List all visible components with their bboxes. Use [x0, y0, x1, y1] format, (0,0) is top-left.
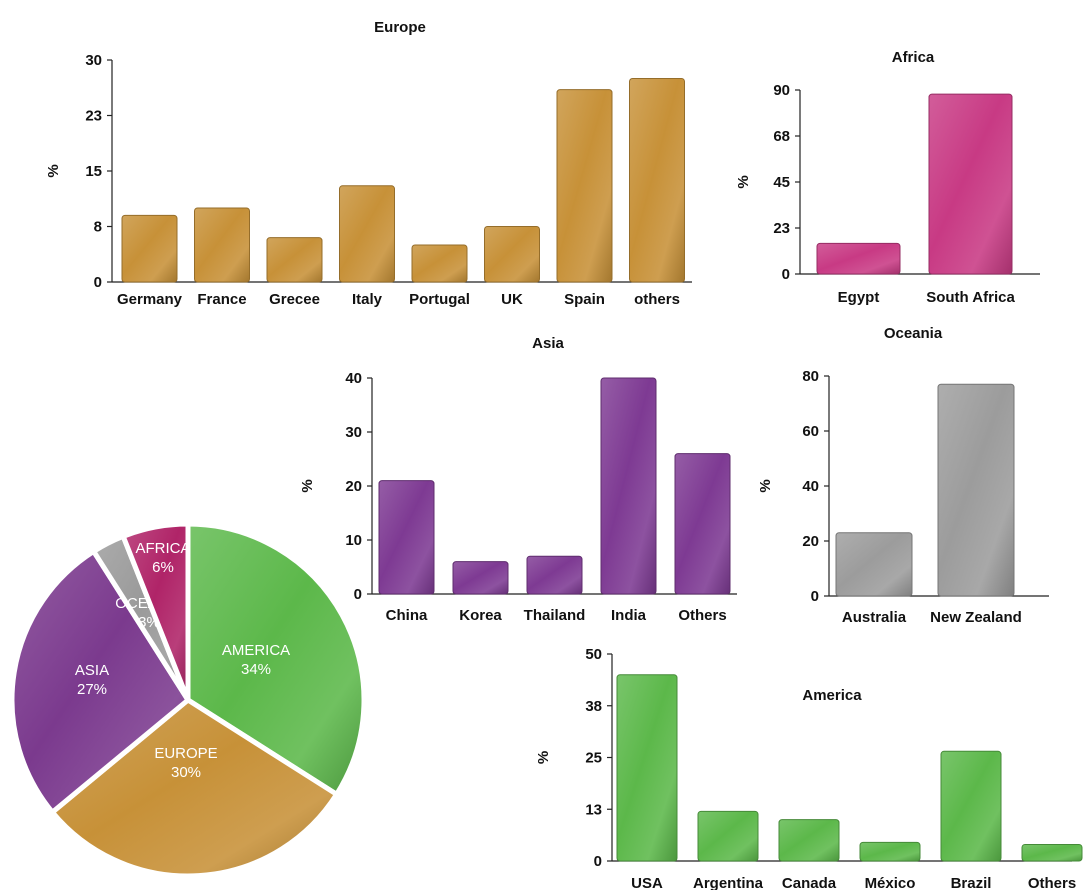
pie-value-america: 34%	[241, 661, 271, 678]
europe-bar-others	[629, 78, 685, 283]
america-bar-brazil	[940, 750, 1002, 862]
america-category-label: México	[865, 875, 916, 890]
america-y-tick-label: 13	[585, 801, 602, 818]
asia-y-tick-label: 40	[345, 370, 362, 387]
oceania-y-tick-label: 40	[802, 478, 819, 495]
africa-category-label: South Africa	[926, 289, 1015, 306]
asia-bar-korea	[452, 561, 509, 595]
africa-bar-south-africa	[928, 93, 1013, 275]
asia-category-label: Others	[678, 607, 726, 624]
oceania-bar-australia	[835, 532, 913, 597]
europe-bar-spain	[556, 89, 613, 283]
europe-y-tick-label: 0	[94, 274, 102, 291]
africa-y-tick-label: 0	[782, 266, 790, 283]
africa-bar-chart: Africa% 0 23 45 68 90 Egypt South Africa	[735, 49, 1040, 306]
europe-y-tick-label: 15	[85, 163, 102, 180]
oceania-category-label: Australia	[842, 609, 907, 626]
america-category-label: Brazil	[951, 875, 992, 890]
pie-label-asia: ASIA	[75, 662, 109, 679]
oceania-y-tick-label: 80	[802, 368, 819, 385]
europe-chart-title: Europe	[374, 19, 426, 36]
oceania-category-label: New Zealand	[930, 609, 1022, 626]
america-bar-méxico	[859, 841, 921, 862]
continent-pie-chart: AMERICA34%EUROPE30%ASIA27%OCEANIA3%AFRIC…	[9, 521, 367, 879]
america-y-tick-label: 25	[585, 750, 602, 767]
pie-value-europe: 30%	[171, 764, 201, 781]
europe-category-label: UK	[501, 291, 523, 308]
europe-category-label: Portugal	[409, 291, 470, 308]
america-category-label: Argentina	[693, 875, 764, 890]
pie-slice-asia	[9, 547, 192, 816]
america-y-axis-label: %	[535, 751, 552, 764]
asia-bar-others	[674, 453, 731, 595]
europe-y-tick-label: 30	[85, 52, 102, 69]
pie-label-america: AMERICA	[222, 642, 290, 659]
africa-y-axis-label: %	[735, 175, 752, 188]
asia-y-axis-label: %	[299, 479, 316, 492]
america-bar-chart: America% 0 13 25 38 50 USA Argentina Canada Méxic…	[535, 646, 1083, 890]
oceania-bar-new-zealand	[937, 383, 1015, 597]
africa-y-tick-label: 90	[773, 82, 790, 99]
africa-category-label: Egypt	[838, 289, 880, 306]
europe-y-tick-label: 8	[94, 219, 102, 236]
asia-category-label: India	[611, 607, 647, 624]
oceania-y-tick-label: 0	[811, 588, 819, 605]
europe-bar-italy	[339, 185, 395, 283]
pie-slice-europe	[48, 696, 341, 879]
asia-category-label: China	[386, 607, 428, 624]
america-category-label: USA	[631, 875, 663, 890]
america-y-tick-label: 50	[585, 646, 602, 663]
pie-label-europe: EUROPE	[154, 745, 217, 762]
asia-bar-chart: Asia% 0 10 20 30 40 China Korea Thailand India Oth…	[299, 335, 737, 624]
europe-y-axis-label: %	[45, 164, 62, 177]
africa-chart-title: Africa	[892, 49, 935, 66]
america-chart-title: America	[802, 687, 862, 704]
europe-category-label: Italy	[352, 291, 383, 308]
asia-bar-thailand	[526, 555, 583, 595]
europe-category-label: France	[197, 291, 246, 308]
pie-slice-africa	[119, 521, 191, 701]
europe-bar-france	[194, 207, 250, 283]
oceania-y-tick-label: 20	[802, 533, 819, 550]
europe-category-label: Grecee	[269, 291, 320, 308]
europe-bar-germany	[121, 214, 178, 283]
africa-y-tick-label: 68	[773, 128, 790, 145]
europe-bar-chart: Europe% 0 8 15 23 30 Germany France Grecee Italy P…	[45, 19, 692, 308]
asia-chart-title: Asia	[532, 335, 564, 352]
pie-label-africa: AFRICA	[135, 540, 190, 557]
asia-y-tick-label: 30	[345, 424, 362, 441]
oceania-bar-chart: Oceania% 0 20 40 60 80 Australia New Zealand	[757, 325, 1049, 626]
europe-bar-grecee	[266, 237, 323, 283]
africa-y-tick-label: 45	[773, 174, 790, 191]
asia-category-label: Thailand	[524, 607, 586, 624]
asia-bar-india	[600, 377, 657, 595]
asia-bar-china	[378, 480, 435, 595]
oceania-y-axis-label: %	[757, 479, 774, 492]
europe-category-label: Germany	[117, 291, 183, 308]
oceania-y-tick-label: 60	[802, 423, 819, 440]
america-category-label: Canada	[782, 875, 837, 890]
africa-y-tick-label: 23	[773, 220, 790, 237]
europe-bar-portugal	[411, 244, 468, 283]
america-y-tick-label: 38	[585, 698, 602, 715]
america-category-label: Others	[1028, 875, 1076, 890]
asia-y-tick-label: 10	[345, 532, 362, 549]
asia-y-tick-label: 0	[354, 586, 362, 603]
europe-bar-uk	[484, 226, 540, 283]
europe-category-label: others	[634, 291, 680, 308]
america-bar-argentina	[697, 810, 759, 862]
pie-value-asia: 27%	[77, 681, 107, 698]
asia-category-label: Korea	[459, 607, 502, 624]
asia-y-tick-label: 20	[345, 478, 362, 495]
europe-y-tick-label: 23	[85, 108, 102, 125]
europe-category-label: Spain	[564, 291, 605, 308]
america-bar-canada	[778, 819, 840, 862]
america-bar-usa	[616, 674, 678, 862]
america-y-tick-label: 0	[594, 853, 602, 870]
america-bar-others	[1021, 843, 1083, 862]
africa-bar-egypt	[816, 242, 901, 275]
oceania-chart-title: Oceania	[884, 325, 943, 342]
pie-value-africa: 6%	[152, 559, 174, 576]
